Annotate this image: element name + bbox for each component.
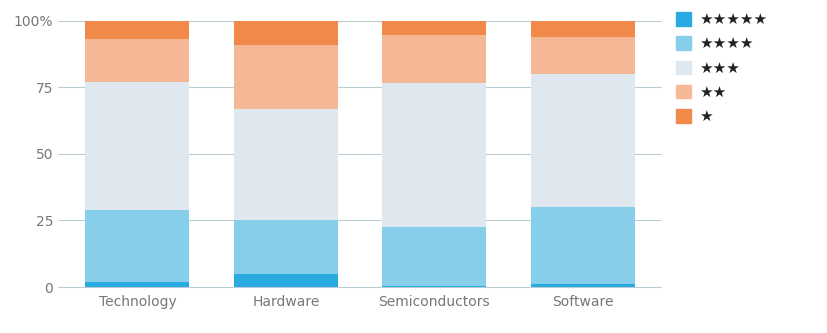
Bar [530, 37, 634, 74]
Bar [234, 21, 337, 45]
Bar [382, 286, 485, 287]
Bar [382, 21, 485, 35]
Bar [234, 45, 337, 109]
Bar [85, 210, 189, 282]
Legend: ★★★★★, ★★★★, ★★★, ★★, ★: ★★★★★, ★★★★, ★★★, ★★, ★ [676, 12, 766, 124]
Bar [530, 207, 634, 284]
Bar [530, 284, 634, 287]
Bar [382, 227, 485, 286]
Bar [234, 109, 337, 220]
Bar [530, 21, 634, 37]
Bar [234, 274, 337, 287]
Bar [85, 82, 189, 210]
Bar [382, 83, 485, 227]
Bar [530, 74, 634, 207]
Bar [85, 21, 189, 39]
Bar [85, 39, 189, 82]
Bar [234, 220, 337, 274]
Bar [85, 282, 189, 287]
Bar [382, 35, 485, 83]
